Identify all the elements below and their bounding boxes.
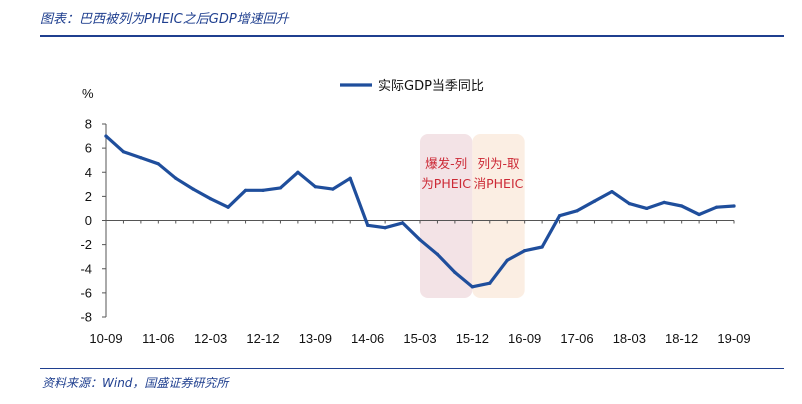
x-tick-label: 14-06 bbox=[351, 331, 384, 346]
x-tick-label: 13-09 bbox=[299, 331, 332, 346]
x-tick-label: 15-12 bbox=[456, 331, 489, 346]
data-point bbox=[610, 189, 614, 194]
shaded-period-1-label-line1: 爆发-列 bbox=[425, 156, 467, 171]
data-point bbox=[331, 187, 335, 191]
y-tick-label: 4 bbox=[85, 165, 92, 180]
y-tick-label: 8 bbox=[85, 117, 92, 132]
data-point bbox=[557, 214, 562, 218]
data-point bbox=[662, 200, 666, 205]
data-point bbox=[226, 205, 230, 209]
data-point bbox=[243, 188, 248, 192]
x-tick-label: 19-09 bbox=[717, 331, 750, 346]
y-tick-label: 2 bbox=[85, 189, 92, 204]
shaded-period-2-label-line2: 消PHEIC bbox=[474, 176, 524, 191]
data-point bbox=[348, 176, 352, 180]
data-point bbox=[156, 162, 160, 166]
data-point bbox=[523, 249, 527, 253]
title-divider bbox=[40, 35, 784, 37]
x-tick-label: 16-09 bbox=[508, 331, 541, 346]
data-point bbox=[627, 202, 631, 206]
figure-title: 图表：巴西被列为PHEIC之后GDP增速回升 bbox=[40, 12, 289, 27]
y-tick-label: -4 bbox=[80, 261, 92, 276]
y-tick-label: -6 bbox=[80, 285, 92, 300]
legend-label: 实际GDP当季同比 bbox=[378, 79, 484, 94]
data-point bbox=[470, 285, 474, 289]
data-point bbox=[540, 245, 544, 249]
shaded-period-2-label-line1: 列为-取 bbox=[477, 156, 520, 171]
data-point bbox=[732, 204, 736, 208]
data-point bbox=[505, 258, 509, 262]
data-point bbox=[191, 187, 195, 191]
y-tick-label: -2 bbox=[80, 237, 92, 252]
x-tick-label: 17-06 bbox=[560, 331, 593, 346]
x-tick-label: 15-03 bbox=[403, 331, 436, 346]
data-point bbox=[575, 209, 579, 213]
data-point bbox=[296, 170, 300, 174]
x-tick-label: 11-06 bbox=[142, 331, 174, 346]
y-axis-unit: % bbox=[82, 86, 94, 101]
x-tick-label: 10-09 bbox=[89, 331, 122, 346]
y-tick-label: 6 bbox=[85, 141, 92, 156]
data-point bbox=[400, 221, 405, 225]
data-point bbox=[278, 186, 283, 190]
x-tick-label: 12-03 bbox=[194, 331, 227, 346]
data-point bbox=[488, 281, 492, 285]
data-point bbox=[418, 238, 422, 242]
data-point bbox=[121, 150, 126, 154]
data-point bbox=[139, 156, 143, 160]
x-tick-label: 18-03 bbox=[613, 331, 646, 346]
data-point bbox=[697, 212, 701, 217]
data-point bbox=[104, 134, 108, 138]
data-point bbox=[366, 223, 370, 227]
data-point bbox=[645, 206, 649, 211]
shaded-period-1-label-line2: 为PHEIC bbox=[421, 176, 471, 191]
y-tick-label: -8 bbox=[80, 310, 92, 325]
data-point bbox=[680, 204, 684, 208]
y-tick-label: 0 bbox=[85, 213, 92, 228]
data-point bbox=[261, 188, 265, 192]
data-point bbox=[174, 176, 178, 180]
data-point bbox=[313, 185, 317, 189]
data-point bbox=[383, 226, 387, 230]
source-divider bbox=[40, 368, 784, 369]
data-point bbox=[435, 252, 440, 256]
data-point bbox=[592, 199, 597, 203]
figure-source: 资料来源：Wind，国盛证券研究所 bbox=[42, 376, 229, 390]
data-point bbox=[453, 270, 457, 274]
x-tick-label: 12-12 bbox=[246, 331, 279, 346]
x-tick-label: 18-12 bbox=[665, 331, 698, 346]
data-point bbox=[714, 205, 719, 209]
shaded-period-1 bbox=[420, 134, 473, 298]
data-point bbox=[209, 197, 213, 201]
